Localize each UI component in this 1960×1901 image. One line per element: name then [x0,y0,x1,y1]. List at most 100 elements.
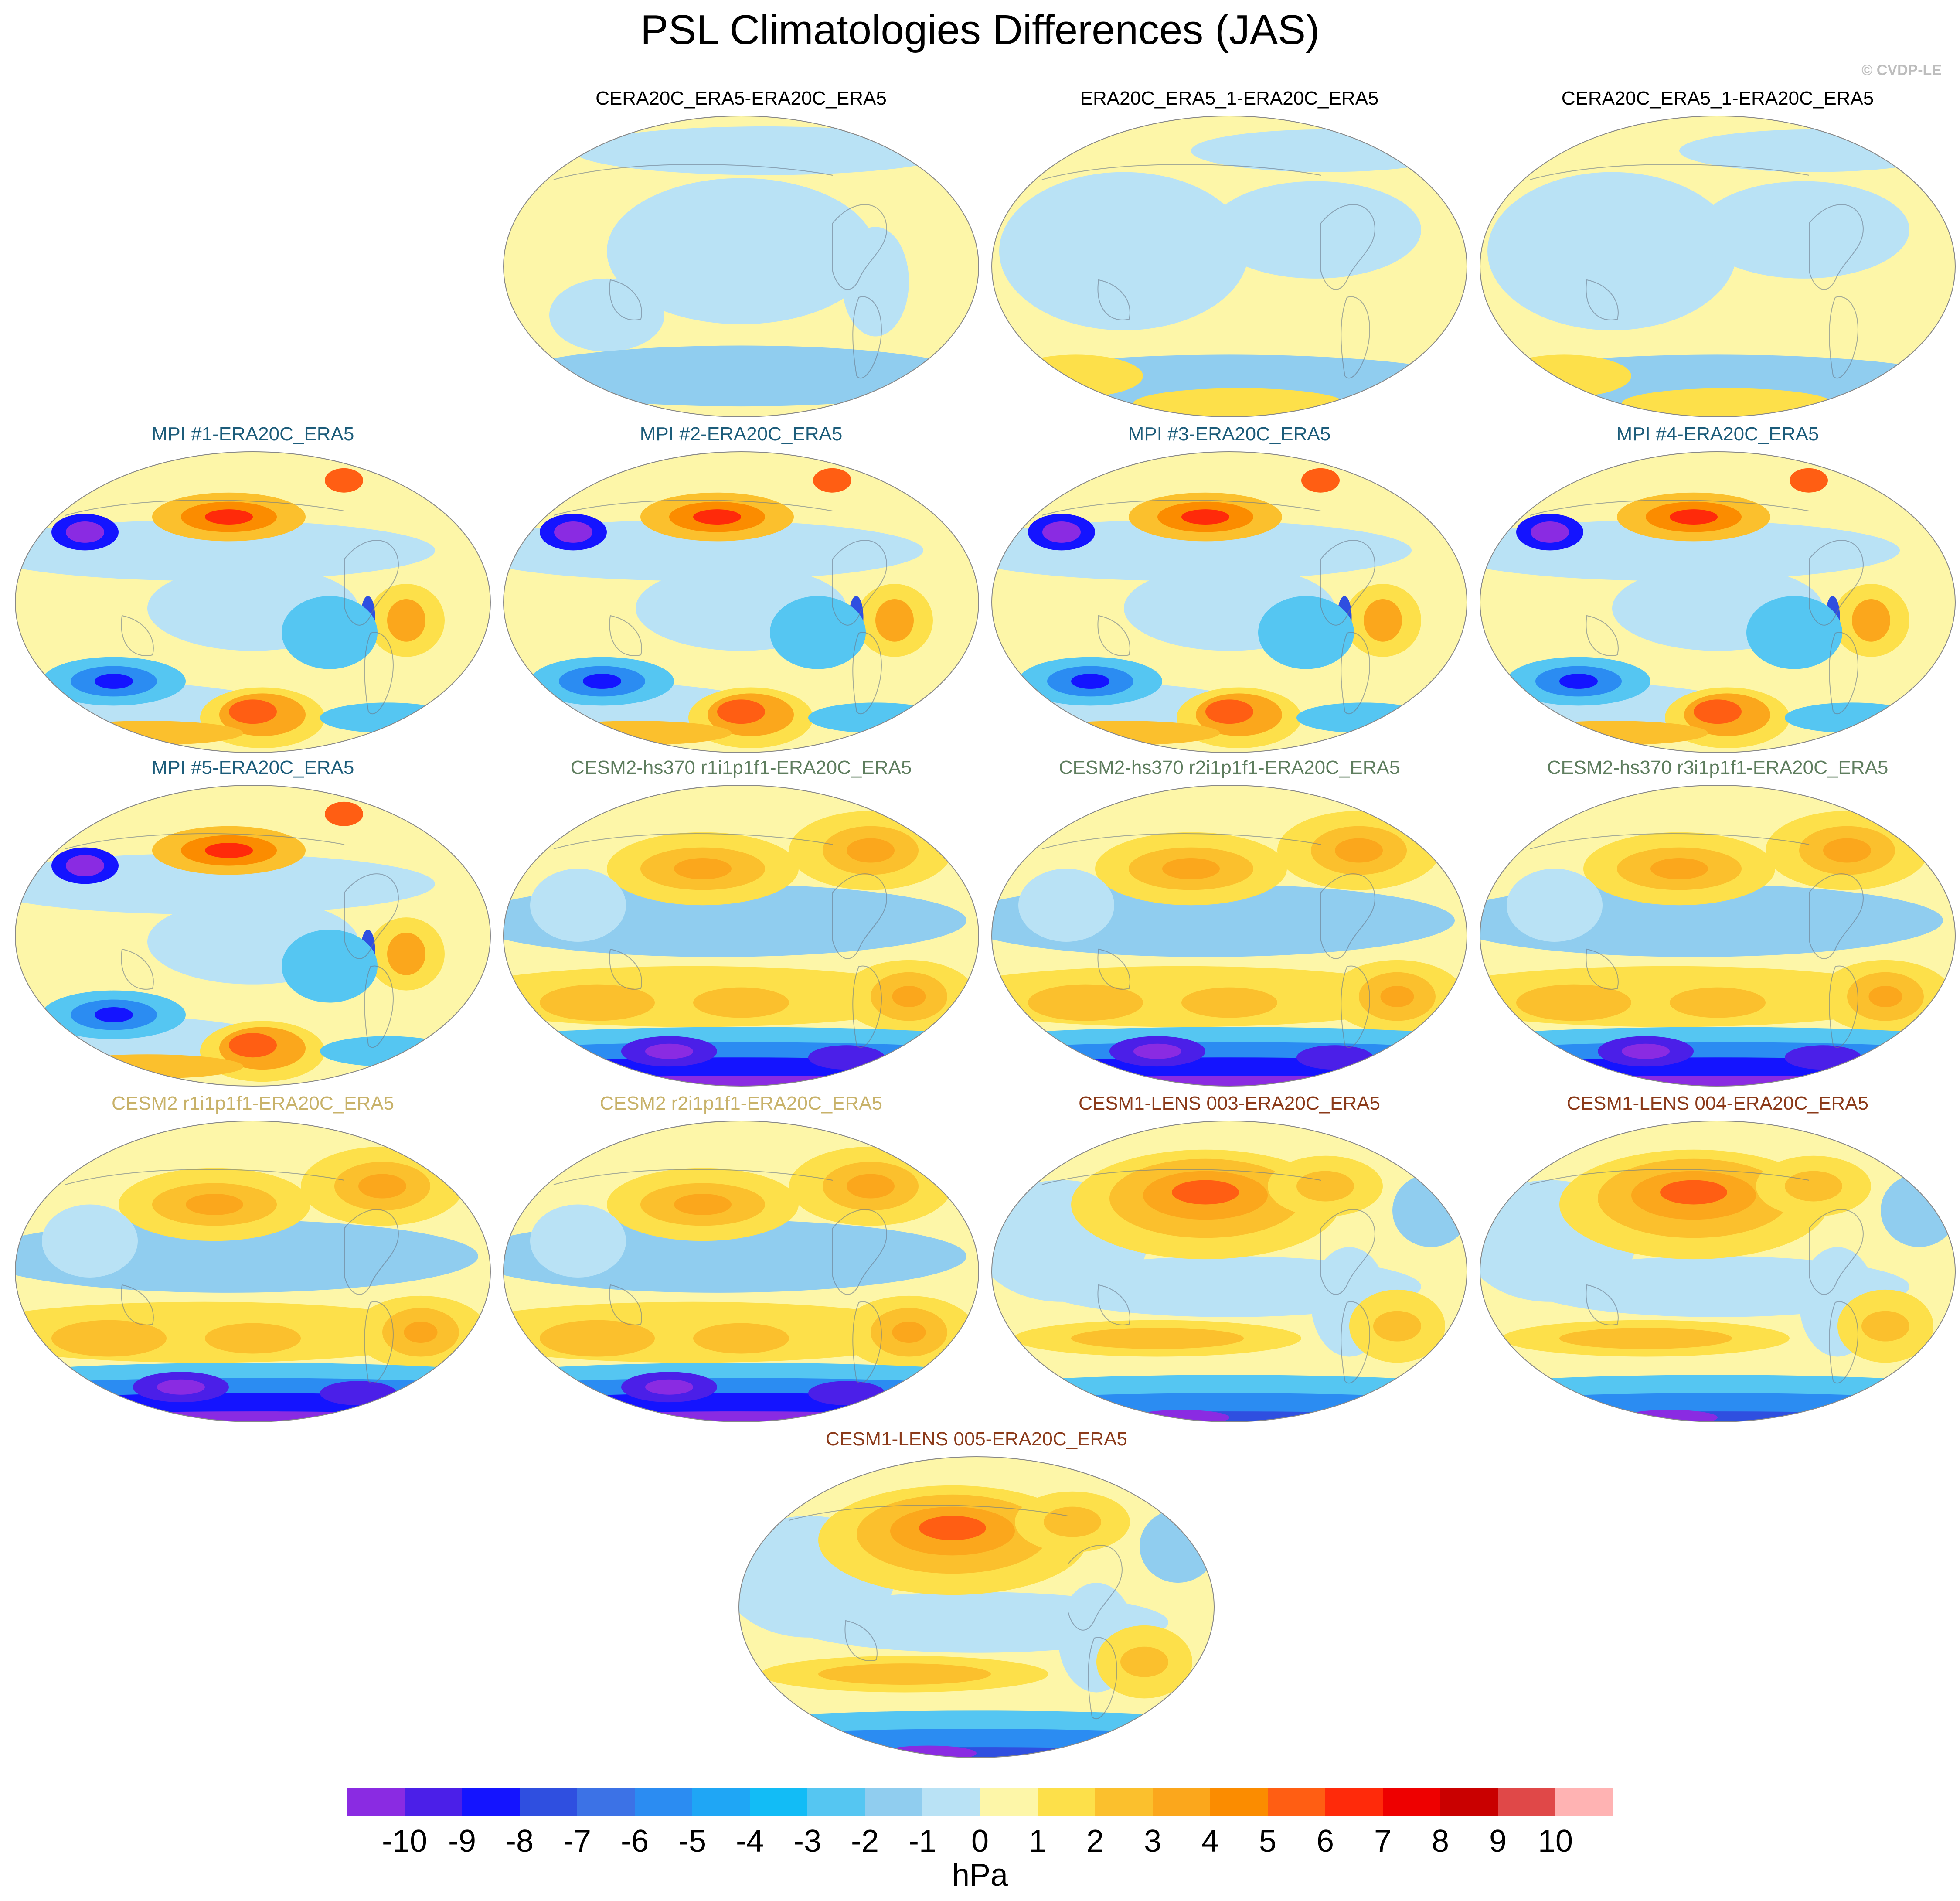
field-contour [1071,674,1109,689]
field-contour [1852,599,1890,642]
coastline [609,615,642,656]
coastline [121,615,154,656]
panel-title: CESM1-LENS 003-ERA20C_ERA5 [1078,1093,1381,1114]
field-contour [554,521,592,543]
coastline [1809,204,1864,290]
panel-title: CERA20C_ERA5_1-ERA20C_ERA5 [1561,88,1874,109]
field-contour [770,596,866,669]
psl-difference-map [991,785,1467,1087]
coastline [553,833,833,849]
field-contour [229,699,277,724]
colorbar-swatch [1153,1788,1211,1816]
coastline [344,540,399,626]
field-contour [1140,1509,1214,1583]
field-contour [693,1323,789,1354]
field-contour [1868,986,1902,1008]
colorbar-swatch [1383,1788,1441,1816]
colorbar-swatch [1268,1788,1326,1816]
panel-title: MPI #3-ERA20C_ERA5 [1128,423,1331,445]
field-contour [1694,699,1742,724]
coastline [789,1505,1068,1521]
field-contour [1698,181,1909,279]
coastline [1586,615,1619,656]
coastline [852,632,882,715]
field-contour [1531,521,1569,543]
field-contour [51,1054,243,1079]
panel-title: CESM2-hs370 r1i1p1f1-ERA20C_ERA5 [570,757,912,778]
map-panel: MPI #3-ERA20C_ERA5 [990,423,1469,754]
field-contour [1120,1646,1168,1677]
map-panel: MPI #5-ERA20C_ERA5 [13,756,493,1088]
coastline [364,1301,394,1384]
coastline [844,1620,878,1661]
psl-difference-map [503,116,979,417]
map-panel: CESM2-hs370 r2i1p1f1-ERA20C_ERA5 [990,756,1469,1088]
field-contour [320,1381,397,1406]
coastline [364,632,394,715]
coastline [121,1284,154,1325]
field-contour [1172,1180,1239,1205]
field-contour [358,1174,406,1199]
colorbar-swatch [1210,1788,1268,1816]
field-contour [1622,388,1833,417]
map-border [15,451,491,753]
field-contour [95,674,133,689]
field-contour [387,599,425,642]
field-contour [1028,721,1220,746]
psl-difference-map [15,1121,491,1422]
map-border [991,116,1467,417]
field-contour [205,1323,301,1354]
coastline [553,164,833,180]
colorbar-swatch [1038,1788,1096,1816]
colorbar-swatch [1095,1788,1153,1816]
field-contour [1380,986,1414,1008]
coastline [832,204,888,290]
coastline [609,1284,642,1325]
field-contour [95,1007,133,1022]
field-contour [51,721,243,746]
coastline [553,1169,833,1185]
colorbar-swatch [750,1788,808,1816]
field-contour [1018,869,1114,942]
psl-difference-map [15,451,491,753]
field-contour [1044,1506,1101,1537]
colorbar-swatch [1440,1788,1498,1816]
coastline [852,1301,882,1384]
panel-title: CESM2-hs370 r3i1p1f1-ERA20C_ERA5 [1547,757,1889,778]
colorbar-tick-label: -3 [793,1824,822,1859]
colorbar-swatch [347,1788,405,1816]
field-contour [607,178,875,324]
field-contour [1364,599,1402,642]
field-contour [205,509,253,525]
colorbar-swatch [807,1788,865,1816]
map-border [738,1456,1215,1758]
map-panel: ERA20C_ERA5_1-ERA20C_ERA5 [990,87,1469,419]
field-contour [205,843,253,859]
field-contour [1650,858,1708,879]
map-panel: CESM2-hs370 r3i1p1f1-ERA20C_ERA5 [1478,756,1957,1088]
field-contour [1373,1311,1421,1342]
coastline [832,873,888,959]
field-contour [892,986,926,1008]
panel-title: CESM2 r2i1p1f1-ERA20C_ERA5 [599,1093,883,1114]
coastline [1530,1169,1810,1185]
field-contour [1497,354,1631,398]
field-contour [1009,354,1143,398]
field-contour [1133,388,1344,417]
panel-title: MPI #2-ERA20C_ERA5 [640,423,843,445]
field-contour [875,599,914,642]
map-panel: CESM1-LENS 003-ERA20C_ERA5 [990,1092,1469,1424]
field-contour [1487,172,1737,330]
map-border [1480,451,1956,753]
field-contour [645,1379,693,1395]
coastline [609,948,642,990]
field-contour [1301,468,1340,493]
field-contour [1785,1045,1861,1070]
panel-title: ERA20C_ERA5_1-ERA20C_ERA5 [1080,88,1379,109]
field-contour [1660,1180,1727,1205]
field-contour [282,596,378,669]
field-contour [842,227,909,337]
field-contour [540,984,655,1021]
map-border [15,785,491,1087]
coastline [1097,615,1130,656]
